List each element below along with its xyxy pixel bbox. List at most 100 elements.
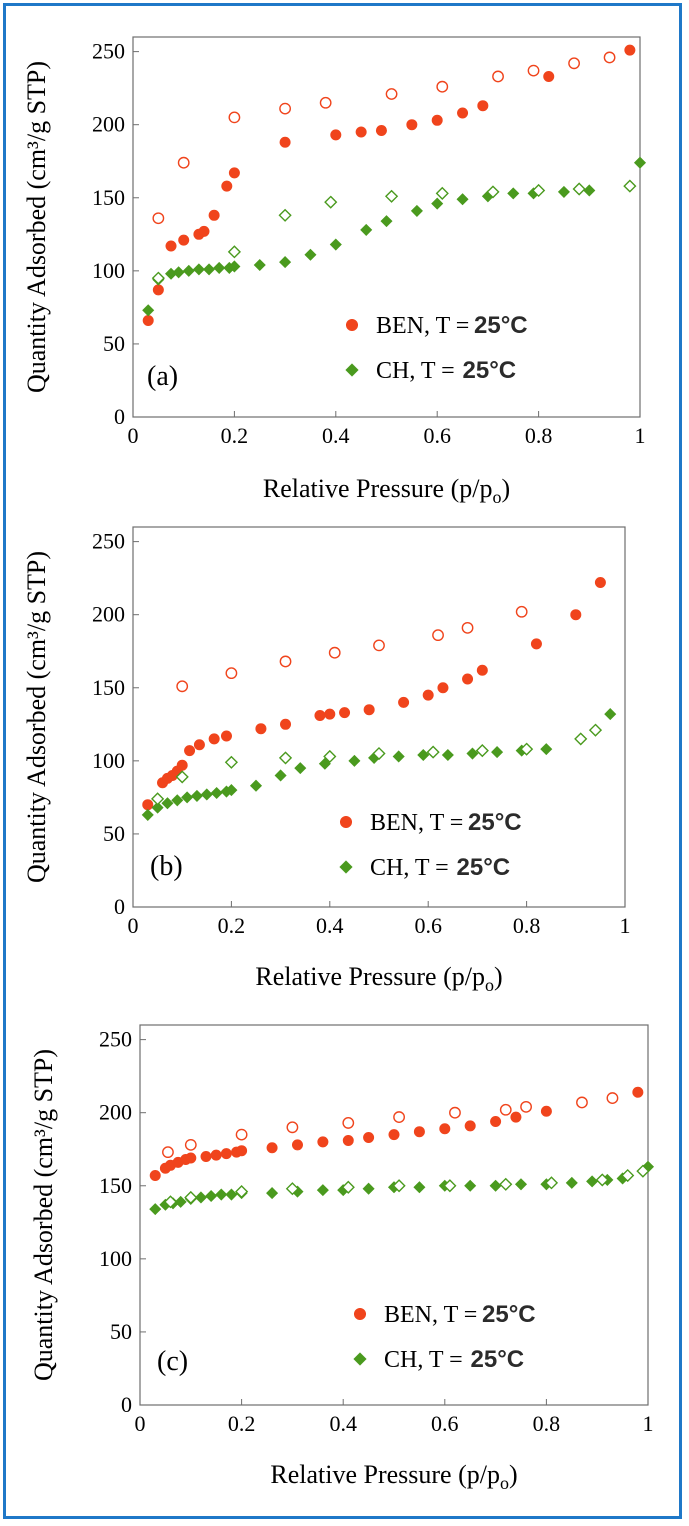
data-point	[373, 639, 385, 652]
data-point	[492, 70, 504, 83]
x-tick-label: 1	[620, 913, 631, 938]
data-point	[285, 1182, 299, 1196]
data-point	[527, 64, 540, 77]
data-point	[177, 156, 190, 169]
data-point	[514, 1178, 528, 1191]
data-point	[266, 1142, 278, 1154]
data-point	[586, 1175, 599, 1188]
x-tick-label: 0.4	[329, 1411, 357, 1436]
data-point	[392, 1179, 406, 1193]
data-point	[176, 759, 188, 771]
series-ben-desorption	[152, 51, 616, 225]
data-point	[406, 119, 418, 131]
data-point	[388, 1129, 400, 1141]
x-tick-label: 0.8	[525, 423, 553, 448]
series-ben-desorption	[162, 1092, 619, 1159]
plot-frame	[139, 1024, 649, 1406]
data-point	[341, 1180, 355, 1194]
data-point	[621, 1168, 635, 1183]
data-point	[236, 1145, 248, 1157]
data-point	[486, 185, 500, 199]
data-point	[355, 126, 367, 138]
y-tick-label: 150	[99, 1173, 132, 1198]
data-point	[623, 179, 637, 193]
data-point	[178, 234, 190, 246]
data-point	[279, 136, 291, 148]
data-point	[220, 1148, 232, 1160]
data-point	[588, 723, 603, 737]
data-point	[163, 1195, 178, 1209]
data-point	[540, 743, 553, 756]
y-tick-label: 0	[114, 894, 125, 919]
data-point	[324, 708, 336, 720]
data-point	[228, 111, 241, 124]
x-tick-label: 0.2	[221, 423, 249, 448]
data-point	[543, 70, 555, 82]
data-point	[636, 1164, 650, 1178]
data-point	[432, 629, 444, 642]
x-tick-label: 0.8	[533, 1411, 561, 1436]
data-point	[363, 1132, 375, 1144]
data-point	[342, 1117, 355, 1129]
legend-temperature: 25°C	[474, 312, 528, 339]
series-ch-desorption	[151, 179, 637, 285]
data-point	[339, 707, 351, 719]
plot-frame	[132, 36, 641, 418]
data-point	[606, 1092, 619, 1104]
data-point	[235, 1185, 249, 1199]
data-point	[435, 186, 449, 200]
data-point	[314, 710, 326, 722]
data-point	[286, 1121, 299, 1134]
data-point	[413, 1126, 425, 1138]
data-point	[279, 102, 291, 115]
data-point	[278, 751, 293, 765]
data-point	[149, 1203, 162, 1216]
data-point	[319, 96, 332, 109]
legend: BEN, T = 25°CCH, T = 25°C	[339, 809, 522, 881]
legend-temperature: 25°C	[457, 854, 511, 881]
panel-label: (b)	[150, 851, 183, 882]
x-tick-label: 0.6	[431, 1411, 459, 1436]
data-point	[443, 1179, 457, 1193]
series-ch-adsorption	[142, 156, 647, 317]
data-point	[291, 1139, 303, 1151]
data-point	[255, 723, 267, 735]
data-point	[456, 193, 469, 206]
data-point	[161, 797, 174, 810]
x-axis-label: Relative Pressure (p/po)	[270, 1460, 517, 1493]
data-point	[557, 185, 570, 198]
data-point	[363, 704, 375, 716]
data-point	[227, 245, 241, 259]
data-point	[595, 1173, 609, 1187]
y-tick-label: 0	[121, 1392, 132, 1417]
data-point	[464, 1179, 477, 1192]
legend: BEN, T = 25°CCH, T = 25°C	[345, 312, 528, 384]
chart-panel-1: 0 50 100 150 200 250 0 0.2 0.4 0.6 0.8 1 Relative Pr…	[22, 36, 647, 507]
data-point	[431, 114, 443, 126]
data-point	[499, 1103, 512, 1116]
y-tick-label: 250	[99, 1027, 132, 1052]
x-tick-label: 0	[128, 423, 139, 448]
data-point	[215, 1188, 228, 1201]
y-tick-label: 200	[99, 1100, 132, 1125]
data-point	[235, 1128, 248, 1141]
data-point	[530, 638, 542, 650]
data-point	[466, 747, 479, 760]
data-point	[372, 746, 386, 761]
data-point	[360, 223, 373, 236]
data-point	[491, 746, 504, 759]
x-tick-label: 0.6	[423, 423, 451, 448]
data-point	[151, 792, 165, 806]
y-axis-label: Quantity Adsorbed (cm³/g STP)	[22, 551, 51, 883]
data-point	[210, 1149, 222, 1161]
y-tick-label: 50	[103, 331, 125, 356]
data-point	[184, 745, 196, 757]
legend-label: CH, T =	[384, 1347, 463, 1373]
data-point	[436, 80, 449, 93]
data-point	[176, 680, 189, 693]
data-point	[426, 745, 440, 759]
data-point	[323, 749, 337, 764]
data-point	[182, 264, 195, 277]
data-point	[520, 1100, 532, 1113]
data-point	[228, 260, 241, 273]
